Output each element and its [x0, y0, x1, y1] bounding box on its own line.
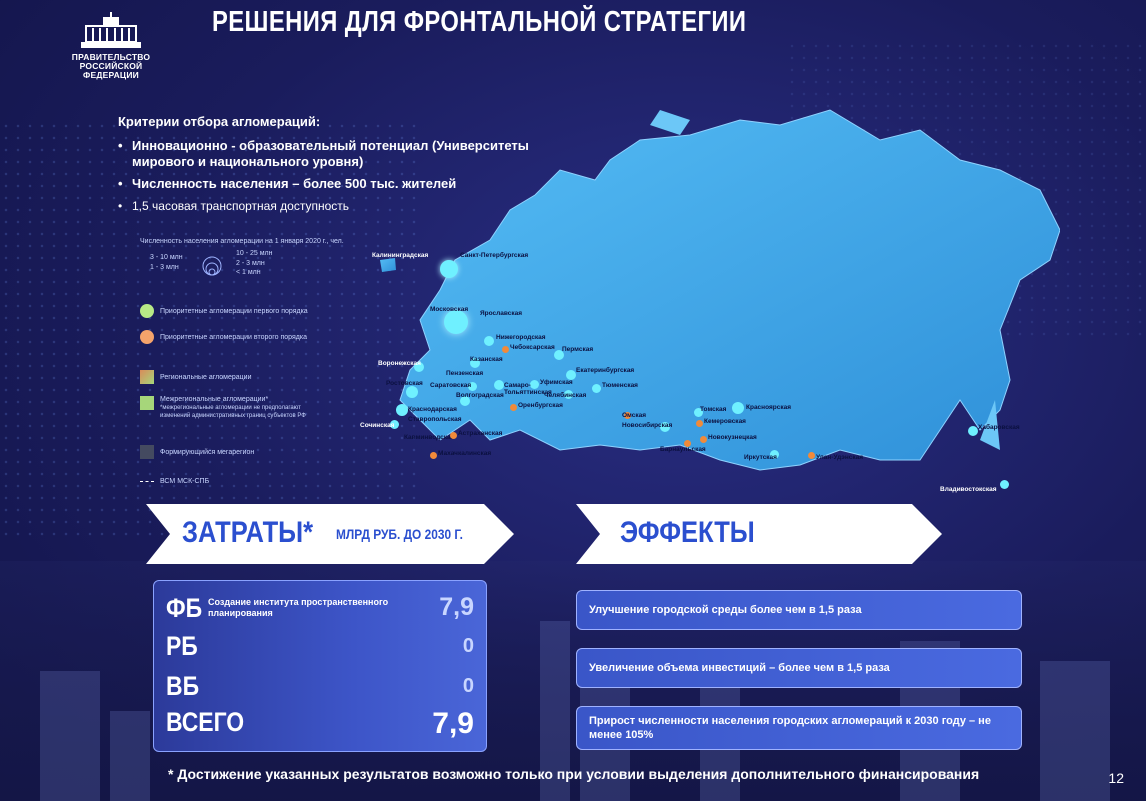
city-label: Новосибирская — [622, 422, 673, 429]
costs-table: ФБ Создание института пространственного … — [153, 580, 487, 752]
city-label: Омская — [622, 412, 647, 419]
emblem-caption-line1: ПРАВИТЕЛЬСТВО — [71, 52, 151, 62]
costs-unit: МЛРД РУБ. ДО 2030 Г. — [336, 526, 463, 542]
city-label: Волгоградская — [456, 392, 504, 399]
criteria-item: Инновационно - образовательный потенциал… — [118, 138, 532, 170]
legend-label: Межрегиональные агломерации* — [160, 396, 269, 403]
cost-label: ВБ — [166, 671, 200, 701]
city-label: Ярославская — [480, 310, 522, 317]
regional-agglomeration-swatch — [140, 370, 154, 384]
cost-value: 0 — [462, 675, 474, 697]
city-label: Кавминводская — [404, 434, 455, 441]
city-label: Самаро-Тольяттинская — [504, 382, 552, 396]
effect-item: Улучшение городской среды более чем в 1,… — [576, 590, 1022, 630]
emblem-caption-line3: ФЕДЕРАЦИИ — [83, 70, 139, 80]
page-number: 12 — [1108, 770, 1124, 786]
cost-label: ВСЕГО — [166, 707, 245, 737]
city-label: Улан-Удэнская — [816, 454, 864, 461]
city-label: Саратовская — [430, 382, 472, 389]
legend-label: Приоритетные агломерации первого порядка — [160, 307, 308, 315]
city-label: Пензенская — [446, 370, 484, 377]
effect-item: Прирост численности населения городских … — [576, 706, 1022, 750]
city-label: Ростовская — [386, 380, 423, 387]
russia-map-shape — [380, 109, 1061, 471]
city-label: Калининградская — [372, 252, 429, 259]
footnote: * Достижение указанных результатов возмо… — [168, 766, 980, 782]
city-label: Новокузнецкая — [708, 434, 757, 441]
city-label: Оренбургская — [518, 402, 563, 409]
government-building-icon — [81, 12, 141, 48]
costs-banner: ЗАТРАТЫ* МЛРД РУБ. ДО 2030 Г. — [146, 504, 514, 564]
city-label: Кемеровская — [704, 418, 746, 425]
city-label: Челябинская — [544, 392, 587, 399]
cost-total-value: 7,9 — [432, 707, 474, 740]
effect-item: Увеличение объема инвестиций – более чем… — [576, 648, 1022, 688]
city-label: Краснодарская — [408, 406, 457, 413]
city-label: Иркутская — [744, 454, 777, 461]
city-label: Московская — [430, 306, 469, 313]
city-label: Воронежская — [378, 360, 421, 367]
cost-desc: Создание института пространственного пла… — [208, 597, 389, 618]
legend-scale-item: 10 - 25 млн — [236, 250, 273, 257]
legend-label: Формирующийся мегарегион — [160, 448, 255, 456]
criteria-list: Инновационно - образовательный потенциал… — [118, 138, 532, 220]
city-label: Нижегородская — [496, 334, 546, 341]
legend-label: Региональные агломерации — [160, 373, 252, 381]
criteria-item: Численность населения – более 500 тыс. ж… — [118, 176, 532, 192]
city-label: Тюменская — [602, 382, 638, 389]
legend-scale-item: 2 - 3 млн — [236, 260, 265, 267]
city-label: Чебоксарская — [510, 344, 555, 351]
legend-population-title: Численность населения агломерации на 1 я… — [140, 238, 344, 245]
city-label: Казанская — [470, 356, 503, 363]
megaregion-swatch — [140, 445, 154, 459]
legend-label: Приоритетные агломерации второго порядка — [160, 333, 307, 341]
city-label: Красноярская — [746, 404, 792, 411]
costs-title: ЗАТРАТЫ* — [182, 516, 314, 549]
city-label: Махачкалинская — [438, 450, 492, 457]
russia-map: Санкт-Петербургская Калининградская Моск… — [360, 100, 1061, 510]
city-label: Санкт-Петербургская — [460, 252, 529, 259]
government-emblem: ПРАВИТЕЛЬСТВО РОССИЙСКОЙ ФЕДЕРАЦИИ — [66, 12, 156, 80]
city-label: Екатеринбургская — [576, 367, 635, 374]
city-label: Барнаульская — [660, 446, 706, 453]
city-label: Томская — [700, 406, 727, 413]
cost-label: ФБ — [166, 593, 203, 623]
criteria-heading: Критерии отбора агломераций: — [118, 114, 321, 129]
city-label: Владивостокская — [940, 486, 997, 493]
legend-label: ВСМ МСК-СПБ — [160, 478, 210, 485]
secondary-agglomeration-swatch — [140, 330, 154, 344]
city-label: Сочинская — [360, 422, 395, 429]
cost-value: 7,9 — [439, 593, 474, 621]
city-label: Пермская — [562, 346, 594, 353]
city-label: Хабаровская — [978, 424, 1020, 431]
legend-scale-item: 3 - 10 млн — [150, 254, 183, 261]
cost-value: 0 — [462, 635, 474, 657]
hsr-line-icon — [140, 481, 154, 482]
criteria-item: 1,5 часовая транспортная доступность — [118, 198, 532, 214]
interregional-agglomeration-swatch — [140, 396, 154, 410]
primary-agglomeration-swatch — [140, 304, 154, 318]
effects-title: ЭФФЕКТЫ — [620, 516, 755, 549]
legend-scale-item: 1 - 3 млн — [150, 264, 179, 271]
page-title: РЕШЕНИЯ ДЛЯ ФРОНТАЛЬНОЙ СТРАТЕГИИ — [212, 6, 747, 38]
population-scale-circles-icon — [202, 256, 222, 276]
cost-label: РБ — [166, 631, 198, 661]
city-label: Ставропольская — [408, 416, 462, 423]
effects-banner: ЭФФЕКТЫ — [576, 504, 942, 564]
legend-scale-item: < 1 млн — [236, 269, 261, 276]
legend-note: *межрегиональные агломерации не предпола… — [160, 405, 306, 419]
emblem-caption-line2: РОССИЙСКОЙ — [79, 61, 143, 71]
city-label: Астраханская — [458, 430, 503, 437]
city-label: Уфимская — [540, 379, 573, 386]
